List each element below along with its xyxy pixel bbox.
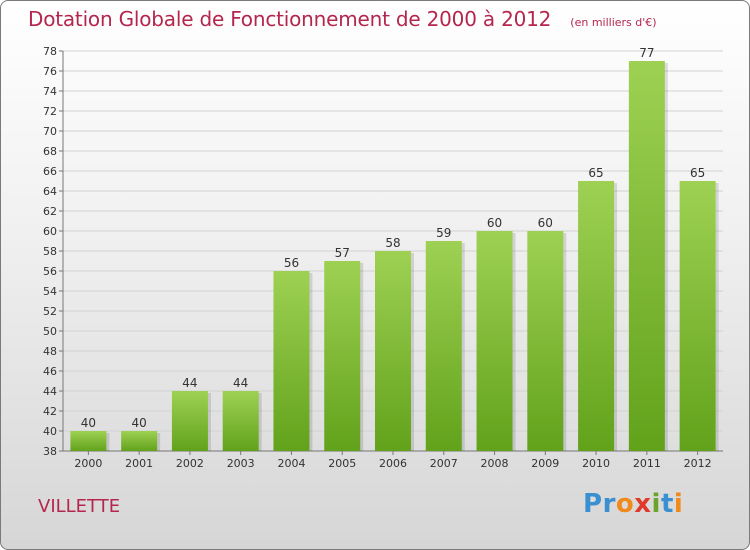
bar-2011 (628, 61, 665, 451)
x-tick-label: 2012 (684, 457, 712, 470)
logo-letter: x (634, 489, 652, 519)
logo-letter: P (583, 489, 603, 519)
chart-subtitle: (en milliers d'€) (570, 16, 657, 29)
data-label: 60 (487, 216, 502, 230)
bar-2004 (273, 271, 310, 451)
logo-letter: i (651, 489, 661, 519)
y-tick-label: 58 (43, 245, 57, 258)
chart-title: Dotation Globale de Fonctionnement de 20… (28, 7, 552, 31)
y-tick-label: 60 (43, 225, 57, 238)
y-tick-label: 50 (43, 325, 57, 338)
y-tick-label: 46 (43, 365, 57, 378)
data-label: 44 (233, 376, 248, 390)
bar-2006 (375, 251, 411, 451)
bar-2002 (171, 391, 208, 451)
y-tick-label: 38 (43, 445, 57, 458)
y-tick-label: 64 (43, 185, 57, 198)
data-label: 65 (690, 166, 705, 180)
bar-2012 (679, 181, 716, 451)
logo-letter: r (602, 489, 616, 519)
bar-2000 (70, 431, 107, 451)
y-tick-label: 44 (43, 385, 57, 398)
data-label: 59 (436, 226, 451, 240)
y-tick-label: 48 (43, 345, 57, 358)
y-tick-label: 72 (43, 105, 57, 118)
x-tick-label: 2010 (582, 457, 610, 470)
bar-2001 (121, 431, 158, 451)
data-label: 77 (639, 46, 654, 60)
x-tick-label: 2001 (125, 457, 153, 470)
x-tick-label: 2002 (176, 457, 204, 470)
logo-letter: o (615, 489, 635, 519)
x-tick-label: 2000 (74, 457, 102, 470)
data-label: 56 (284, 256, 299, 270)
y-tick-label: 68 (43, 145, 57, 158)
y-tick-label: 66 (43, 165, 57, 178)
bar-2009 (527, 231, 564, 451)
data-label: 44 (182, 376, 197, 390)
x-tick-label: 2005 (328, 457, 356, 470)
x-tick-label: 2006 (379, 457, 407, 470)
y-tick-label: 42 (43, 405, 57, 418)
bar-2008 (476, 231, 513, 451)
data-label: 58 (385, 236, 400, 250)
y-tick-label: 78 (43, 45, 57, 58)
x-tick-label: 2007 (430, 457, 458, 470)
bar-2005 (324, 261, 361, 451)
data-label: 57 (335, 246, 350, 260)
x-axis-ticks: 2000 2001 2002 2003 2004 2005 2006 2007 2008 2009… (74, 451, 712, 470)
y-tick-label: 70 (43, 125, 57, 138)
bar-2007 (425, 241, 462, 451)
logo-letter: t (660, 489, 674, 519)
x-tick-label: 2003 (227, 457, 255, 470)
y-tick-label: 40 (43, 425, 57, 438)
data-label: 60 (538, 216, 553, 230)
x-tick-label: 2004 (277, 457, 305, 470)
x-tick-label: 2009 (531, 457, 559, 470)
y-tick-label: 56 (43, 265, 57, 278)
bar-2010 (578, 181, 615, 451)
data-label: 40 (81, 416, 96, 430)
y-tick-label: 76 (43, 65, 57, 78)
x-tick-label: 2008 (481, 457, 509, 470)
y-tick-label: 54 (43, 285, 57, 298)
y-tick-label: 52 (43, 305, 57, 318)
data-label: 65 (588, 166, 603, 180)
commune-name: VILLETTE (38, 496, 121, 517)
x-tick-label: 2011 (633, 457, 661, 470)
data-labels: 40 40 44 44 56 57 58 59 60 60 65 77 65 (81, 46, 706, 430)
logo-letter: i (673, 489, 684, 519)
bar-2003 (222, 391, 259, 451)
title-row: Dotation Globale de Fonctionnement de 20… (28, 7, 657, 31)
y-tick-label: 62 (43, 205, 57, 218)
proxiti-logo: Proxiti (583, 489, 683, 519)
data-label: 40 (132, 416, 147, 430)
y-tick-label: 74 (43, 85, 57, 98)
bars (70, 61, 719, 451)
